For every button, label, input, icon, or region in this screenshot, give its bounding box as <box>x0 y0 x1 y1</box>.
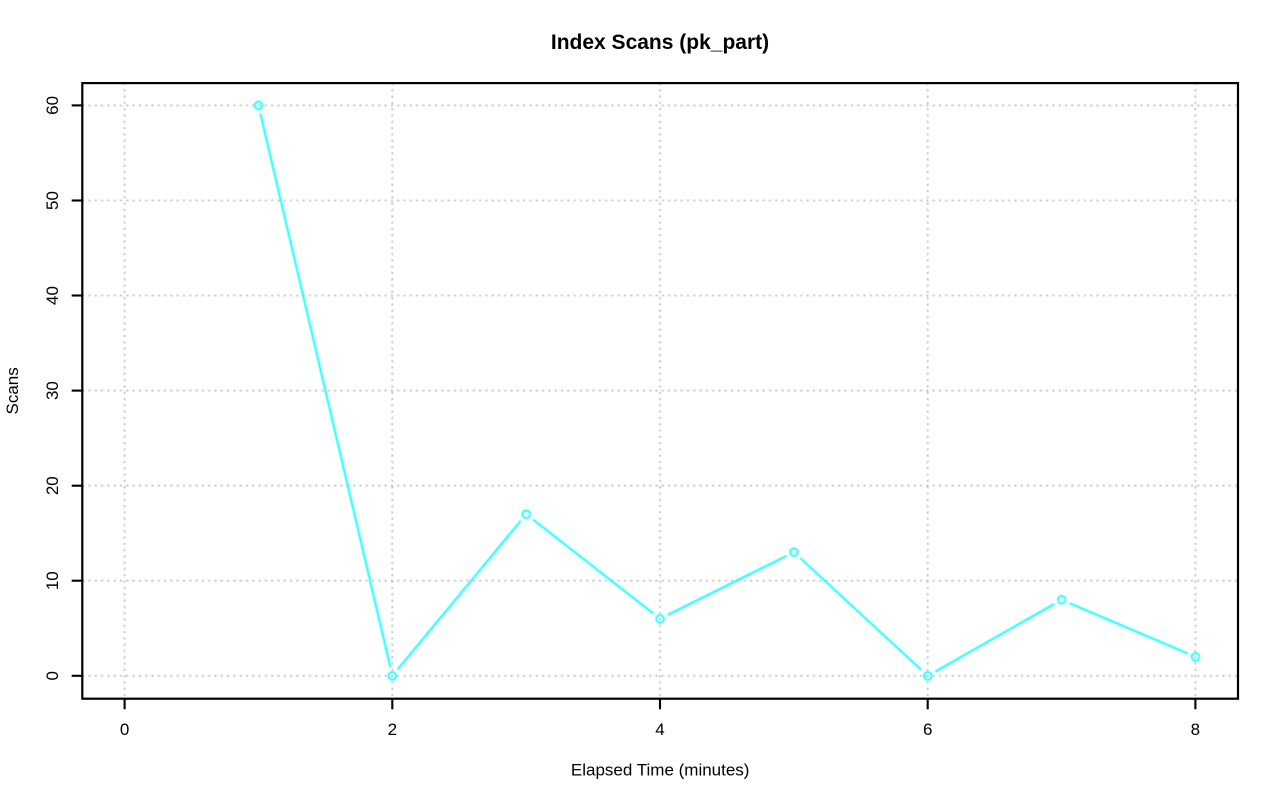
svg-text:50: 50 <box>43 191 62 210</box>
svg-text:10: 10 <box>43 571 62 590</box>
svg-text:20: 20 <box>43 476 62 495</box>
svg-text:0: 0 <box>120 720 129 739</box>
svg-text:Index Scans (pk_part): Index Scans (pk_part) <box>551 31 769 54</box>
svg-text:0: 0 <box>43 671 62 680</box>
svg-text:4: 4 <box>655 720 664 739</box>
svg-text:Elapsed Time (minutes): Elapsed Time (minutes) <box>571 761 750 780</box>
svg-text:2: 2 <box>388 720 397 739</box>
svg-text:60: 60 <box>43 96 62 115</box>
svg-text:40: 40 <box>43 286 62 305</box>
svg-text:8: 8 <box>1191 720 1200 739</box>
svg-text:6: 6 <box>923 720 932 739</box>
svg-text:30: 30 <box>43 381 62 400</box>
svg-text:Scans: Scans <box>3 367 22 414</box>
